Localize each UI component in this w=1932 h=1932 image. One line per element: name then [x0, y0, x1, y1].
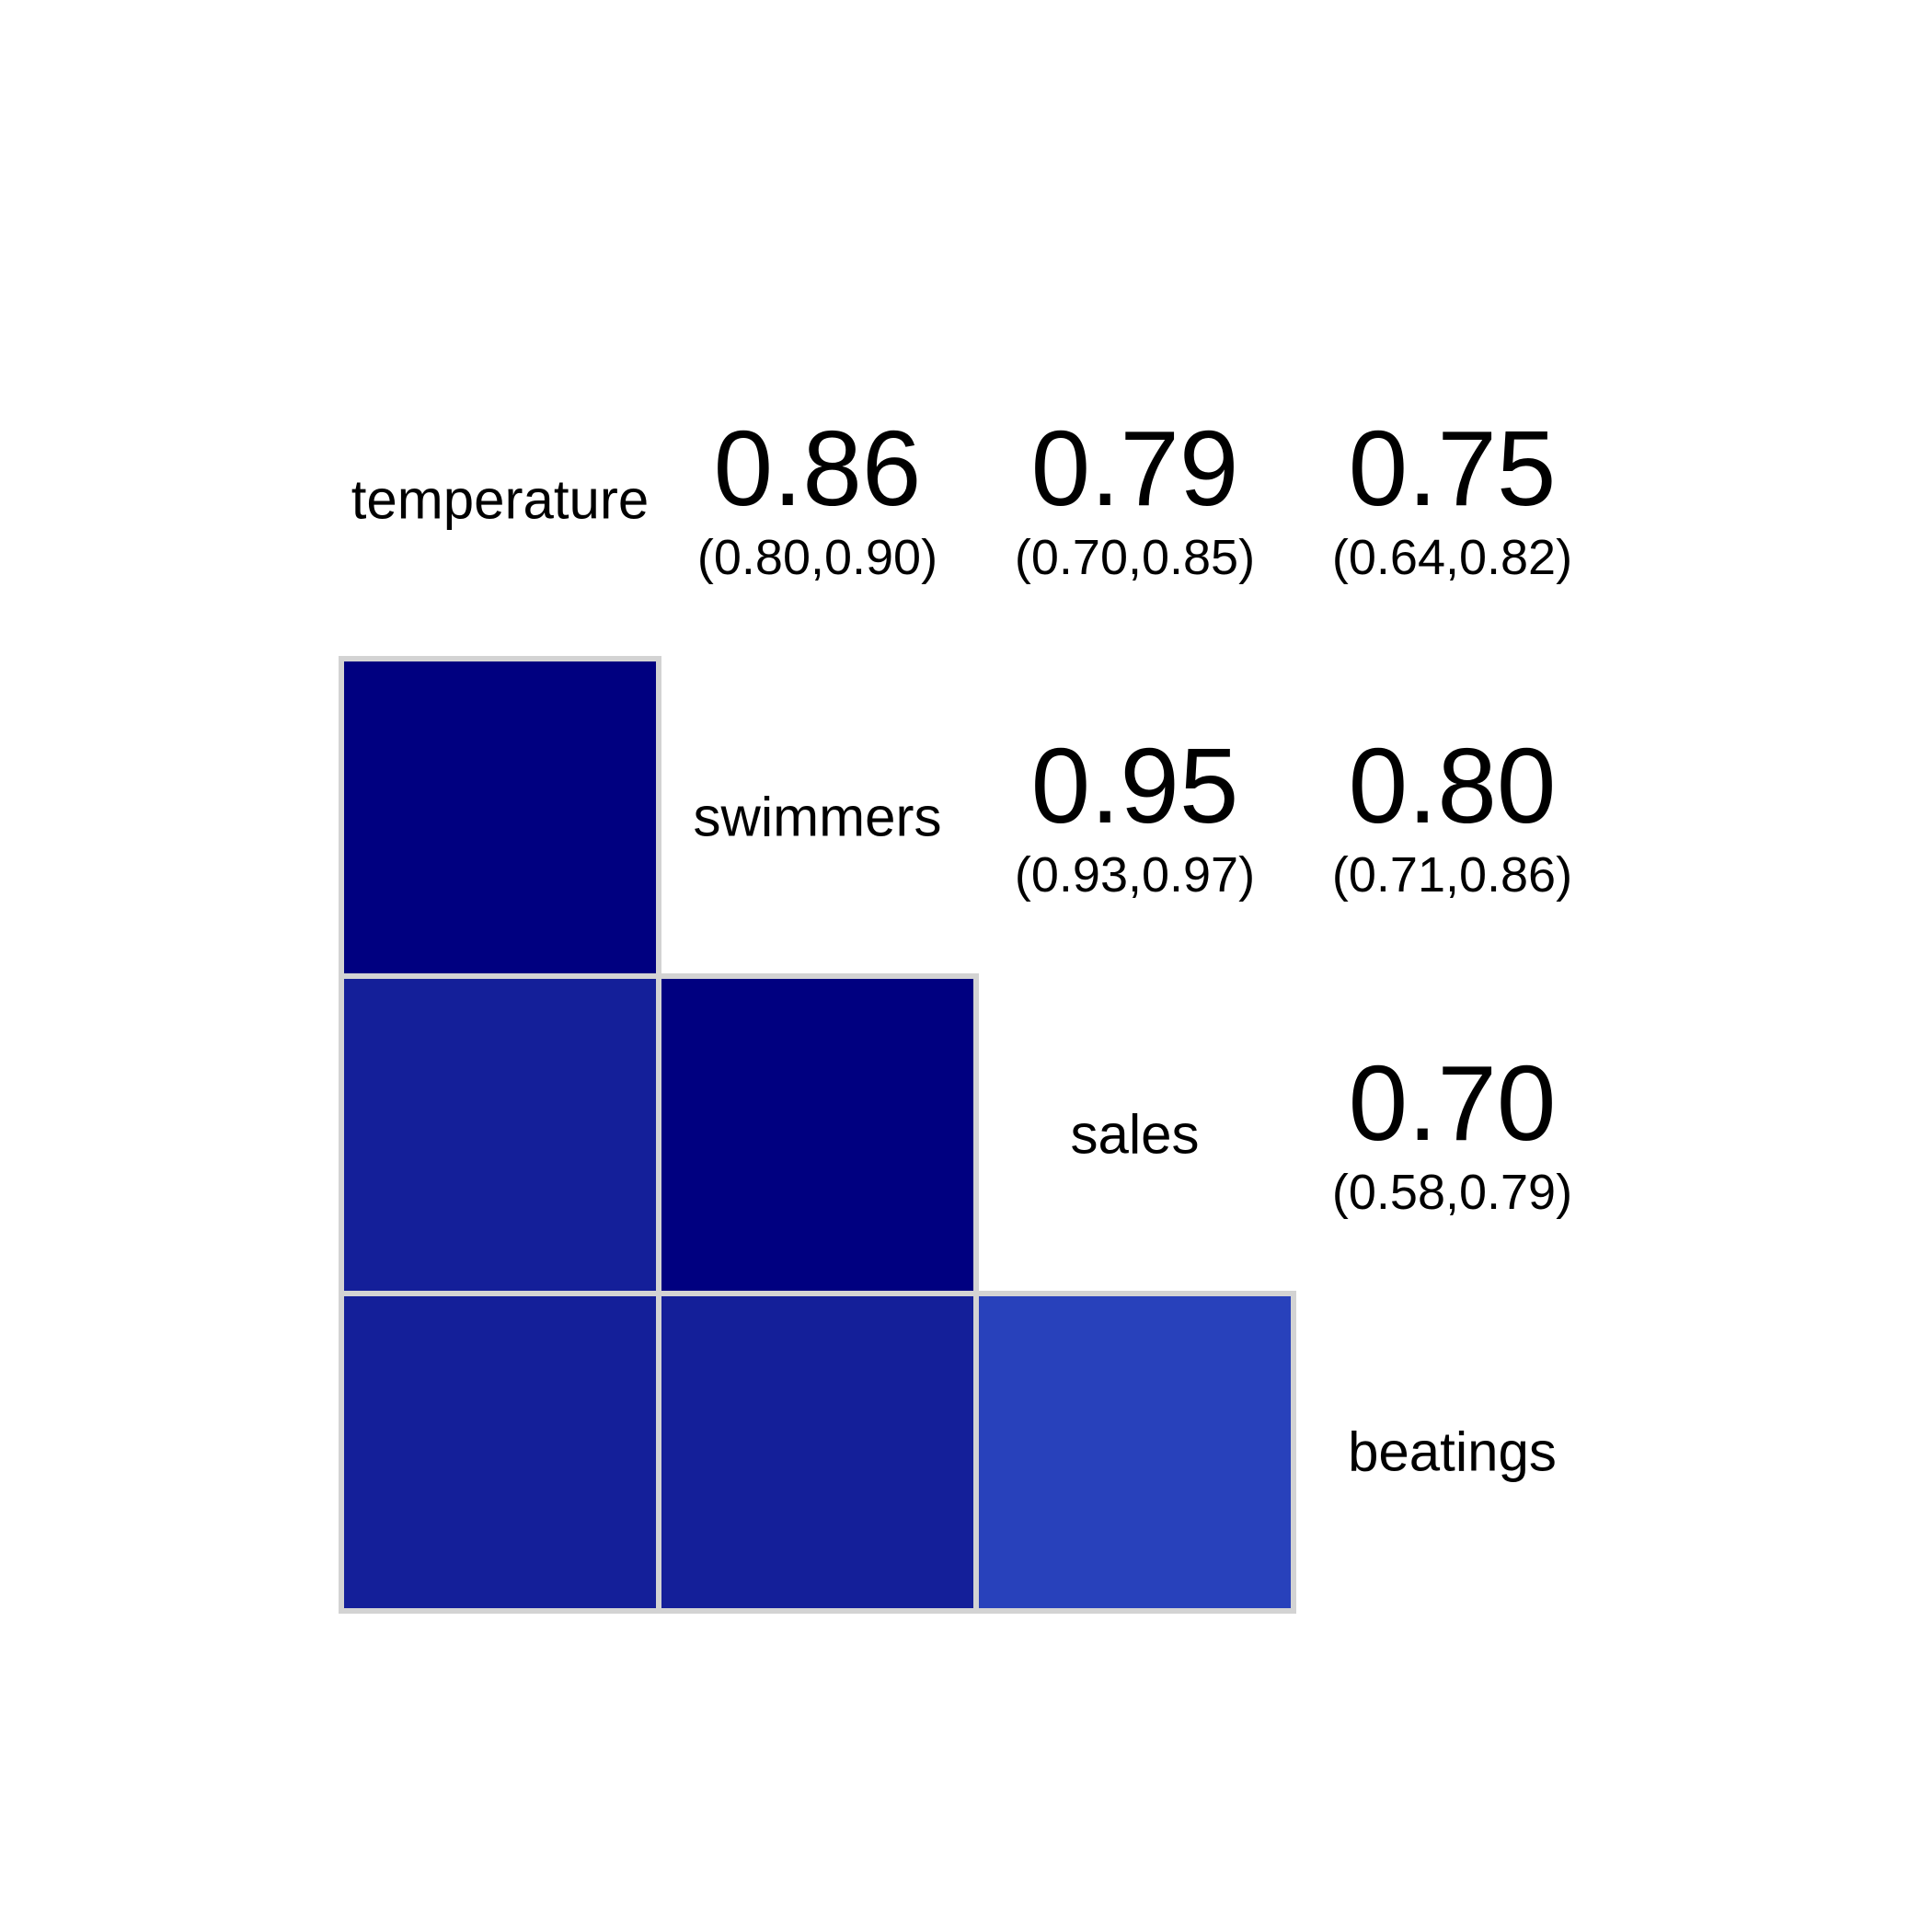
correlation-value-temperature-beatings: 0.75 — [1349, 408, 1557, 528]
confidence-interval-swimmers-sales: (0.93,0.97) — [1015, 847, 1255, 903]
shade-cell-beatings-sales — [973, 1291, 1296, 1614]
correlation-value-swimmers-beatings: 0.80 — [1349, 726, 1557, 845]
upper-correlation-panel: 0.86(0.80,0.90) 0.79(0.70,0.85) 0.75(0.64,… — [697, 408, 1572, 1220]
shade-cell-swimmers-temperature — [339, 656, 661, 979]
variable-label-sales: sales — [1070, 1104, 1199, 1166]
variable-label-temperature: temperature — [351, 469, 650, 531]
lower-shade-panel — [339, 656, 1296, 1614]
correlation-value-sales-beatings: 0.70 — [1349, 1043, 1557, 1163]
confidence-interval-temperature-sales: (0.70,0.85) — [1015, 530, 1255, 585]
shade-cell-sales-swimmers — [656, 973, 979, 1296]
variable-label-swimmers: swimmers — [694, 787, 942, 848]
correlation-value-swimmers-sales: 0.95 — [1031, 726, 1239, 845]
diagonal-variable-labels: temperature swimmers sales beatings — [351, 469, 1557, 1483]
variable-label-beatings: beatings — [1348, 1421, 1557, 1483]
correlation-value-temperature-swimmers: 0.86 — [714, 408, 922, 528]
shade-cell-beatings-temperature — [339, 1291, 661, 1614]
confidence-interval-sales-beatings: (0.58,0.79) — [1332, 1165, 1572, 1220]
shade-cell-sales-temperature — [339, 973, 661, 1296]
confidence-interval-temperature-swimmers: (0.80,0.90) — [697, 530, 937, 585]
correlation-value-temperature-sales: 0.79 — [1031, 408, 1239, 528]
confidence-interval-temperature-beatings: (0.64,0.82) — [1332, 530, 1572, 585]
shade-cell-beatings-swimmers — [656, 1291, 979, 1614]
confidence-interval-swimmers-beatings: (0.71,0.86) — [1332, 847, 1572, 903]
